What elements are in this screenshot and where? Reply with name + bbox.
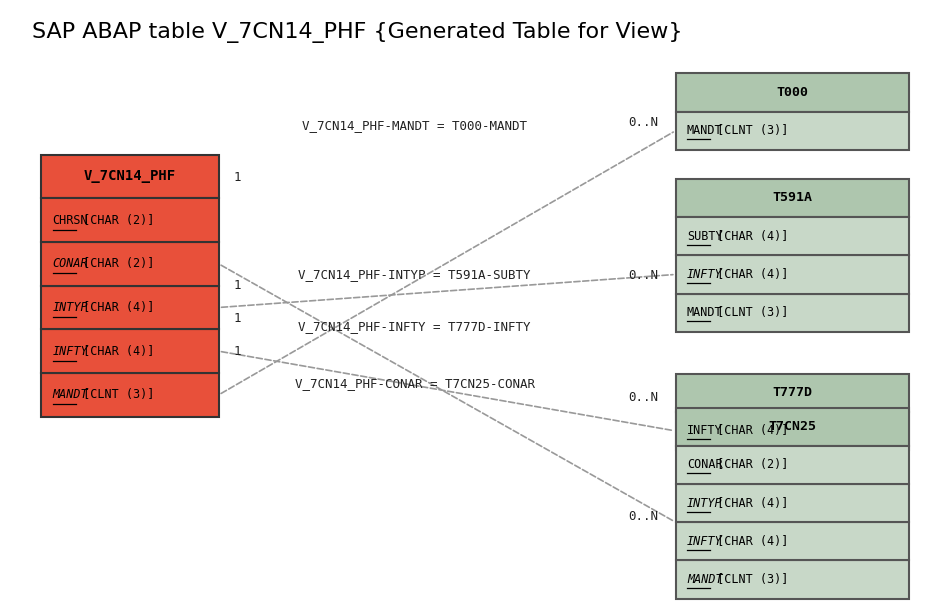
Text: INFTY: INFTY — [687, 535, 723, 548]
Text: 1: 1 — [233, 344, 241, 358]
Text: 0..N: 0..N — [628, 269, 658, 282]
Bar — [676, 73, 909, 111]
Text: [CHAR (4)]: [CHAR (4)] — [710, 424, 789, 437]
Text: 0..N: 0..N — [628, 510, 658, 523]
Text: MANDT: MANDT — [53, 388, 88, 402]
Bar — [676, 255, 909, 293]
Text: CONAR: CONAR — [687, 458, 723, 472]
Text: [CHAR (4)]: [CHAR (4)] — [710, 535, 789, 548]
Text: [CHAR (4)]: [CHAR (4)] — [710, 230, 789, 243]
Text: INTYP: INTYP — [687, 497, 723, 510]
Text: INFTY: INFTY — [687, 268, 723, 281]
Bar — [676, 412, 909, 450]
Text: V_7CN14_PHF-CONAR = T7CN25-CONAR: V_7CN14_PHF-CONAR = T7CN25-CONAR — [295, 377, 534, 390]
Text: V_7CN14_PHF-MANDT = T000-MANDT: V_7CN14_PHF-MANDT = T000-MANDT — [302, 119, 527, 132]
Bar — [676, 111, 909, 150]
Text: MANDT: MANDT — [687, 573, 723, 586]
Text: [CLNT (3)]: [CLNT (3)] — [710, 306, 789, 319]
Bar — [676, 217, 909, 255]
Text: MANDT: MANDT — [687, 124, 723, 137]
Text: V_7CN14_PHF-INTYP = T591A-SUBTY: V_7CN14_PHF-INTYP = T591A-SUBTY — [298, 268, 531, 280]
Text: T7CN25: T7CN25 — [768, 420, 816, 433]
Bar — [676, 293, 909, 331]
Text: T000: T000 — [776, 86, 808, 99]
Text: T777D: T777D — [773, 386, 812, 399]
Text: 0..N: 0..N — [628, 116, 658, 129]
Text: [CHAR (4)]: [CHAR (4)] — [75, 301, 154, 314]
Bar — [676, 522, 909, 560]
Bar — [676, 408, 909, 446]
Text: [CHAR (2)]: [CHAR (2)] — [75, 257, 154, 271]
Bar — [41, 242, 218, 285]
Text: [CHAR (2)]: [CHAR (2)] — [75, 213, 154, 227]
Text: [CHAR (2)]: [CHAR (2)] — [710, 458, 789, 472]
Bar — [41, 154, 218, 198]
Text: [CLNT (3)]: [CLNT (3)] — [710, 124, 789, 137]
Bar — [676, 374, 909, 412]
Bar — [676, 560, 909, 598]
Text: INTYP: INTYP — [53, 301, 88, 314]
Text: CONAR: CONAR — [53, 257, 88, 271]
Bar — [676, 484, 909, 522]
Text: [CLNT (3)]: [CLNT (3)] — [75, 388, 154, 402]
Text: 0..N: 0..N — [628, 391, 658, 404]
Text: 1: 1 — [233, 279, 241, 292]
Bar — [676, 179, 909, 217]
Bar — [676, 446, 909, 484]
Text: SUBTY: SUBTY — [687, 230, 723, 243]
Text: [CHAR (4)]: [CHAR (4)] — [75, 344, 154, 358]
Text: CHRSN: CHRSN — [53, 213, 88, 227]
Bar — [41, 373, 218, 417]
Text: V_7CN14_PHF-INFTY = T777D-INFTY: V_7CN14_PHF-INFTY = T777D-INFTY — [298, 320, 531, 333]
Text: [CHAR (4)]: [CHAR (4)] — [710, 268, 789, 281]
Text: V_7CN14_PHF: V_7CN14_PHF — [84, 170, 176, 183]
Bar — [41, 198, 218, 242]
Text: MANDT: MANDT — [687, 306, 723, 319]
Text: INFTY: INFTY — [687, 424, 723, 437]
Text: [CHAR (4)]: [CHAR (4)] — [710, 497, 789, 510]
Text: 1: 1 — [233, 312, 241, 325]
Text: 1: 1 — [233, 170, 241, 183]
Bar — [41, 285, 218, 330]
Text: T591A: T591A — [773, 191, 812, 205]
Text: SAP ABAP table V_7CN14_PHF {Generated Table for View}: SAP ABAP table V_7CN14_PHF {Generated Ta… — [32, 22, 682, 44]
Text: [CLNT (3)]: [CLNT (3)] — [710, 573, 789, 586]
Bar — [41, 330, 218, 373]
Text: INFTY: INFTY — [53, 344, 88, 358]
